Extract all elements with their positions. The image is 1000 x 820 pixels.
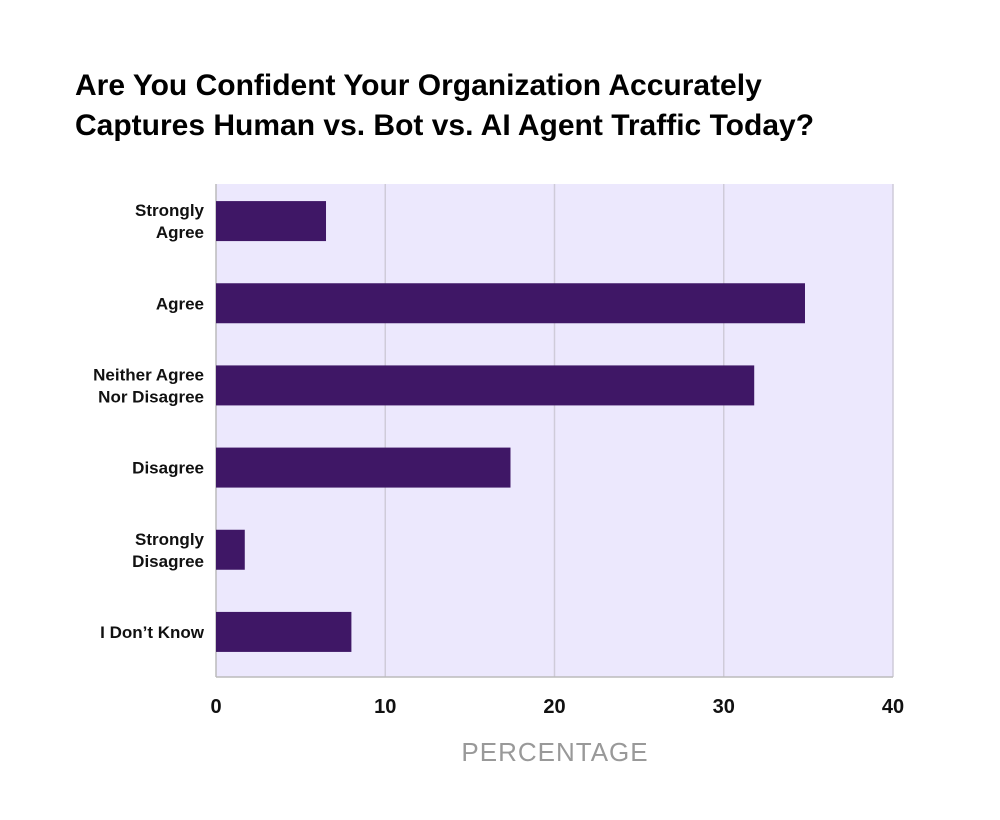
bar	[216, 283, 805, 324]
category-label: Disagree	[132, 459, 204, 478]
bar	[216, 529, 245, 570]
bar	[216, 447, 511, 488]
chart-title-line-2: Captures Human vs. Bot vs. AI Agent Traf…	[75, 109, 815, 142]
category-label: Neither Agree	[93, 365, 204, 384]
category-label: I Don’t Know	[100, 623, 205, 642]
bar	[216, 365, 755, 406]
chart-title: Are You Confident Your Organization Accu…	[75, 66, 955, 146]
bar	[216, 201, 327, 242]
category-label: Agree	[156, 294, 204, 313]
x-tick-label: 20	[543, 696, 565, 718]
category-label: Strongly	[135, 530, 204, 549]
category-label: Strongly	[135, 201, 204, 220]
x-tick-label: 10	[374, 696, 396, 718]
x-axis-label: PERCENTAGE	[461, 737, 648, 767]
category-label: Nor Disagree	[98, 387, 204, 406]
category-label: Disagree	[132, 552, 204, 571]
category-label: Agree	[156, 223, 204, 242]
x-tick-label: 40	[882, 696, 904, 718]
x-tick-label: 30	[713, 696, 735, 718]
x-tick-label: 0	[210, 696, 221, 718]
chart-title-line-1: Are You Confident Your Organization Accu…	[75, 69, 762, 102]
bar	[216, 611, 352, 652]
